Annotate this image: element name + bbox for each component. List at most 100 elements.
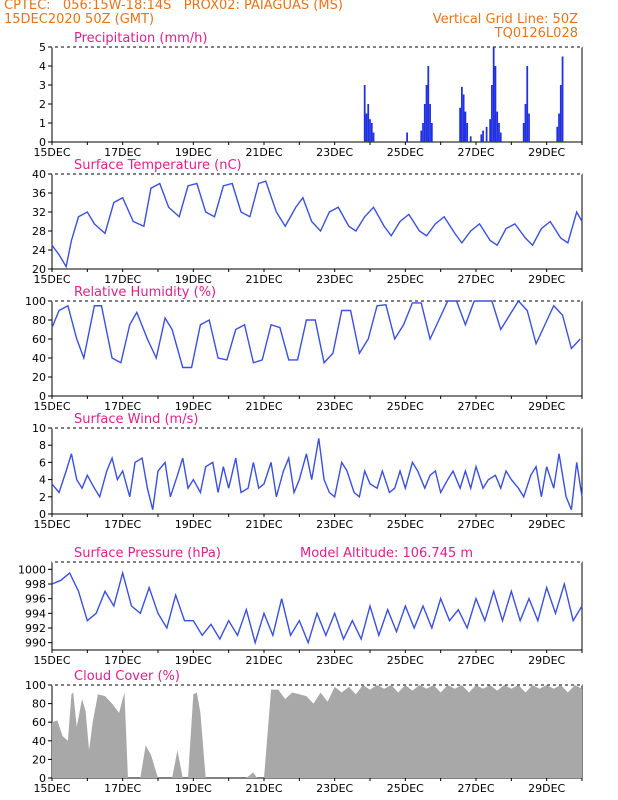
panel-title: Surface Wind (m/s) xyxy=(74,412,198,427)
x-tick-label: 23DEC xyxy=(316,654,353,667)
y-tick-label: 36 xyxy=(32,187,46,200)
x-tick-label: 23DEC xyxy=(316,782,353,795)
y-tick-label: 20 xyxy=(32,263,46,276)
x-tick-label: 17DEC xyxy=(104,146,141,159)
x-tick-label: 29DEC xyxy=(528,654,565,667)
y-tick-label: 60 xyxy=(32,333,46,346)
precip-bar xyxy=(429,104,431,142)
precip-bar xyxy=(561,56,564,142)
precip-bar xyxy=(420,130,423,142)
y-tick-label: 40 xyxy=(32,168,46,181)
precip-bar xyxy=(491,85,493,142)
precip-bar xyxy=(464,111,467,142)
x-tick-label: 19DEC xyxy=(175,146,212,159)
y-tick-label: 10 xyxy=(32,422,46,435)
y-tick-label: 6 xyxy=(39,456,46,469)
precip-bar xyxy=(485,126,488,142)
series-line xyxy=(51,438,583,510)
panel-annotation: Model Altitude: 106.745 m xyxy=(300,546,473,561)
x-tick-label: 25DEC xyxy=(387,518,424,531)
x-tick-label: 21DEC xyxy=(245,146,282,159)
x-tick-label: 29DEC xyxy=(528,400,565,413)
x-tick-label: 19DEC xyxy=(175,400,212,413)
x-tick-label: 23DEC xyxy=(316,273,353,286)
precip-bar xyxy=(559,85,562,142)
precip-bar xyxy=(469,136,472,142)
x-tick-label: 19DEC xyxy=(175,654,212,667)
x-tick-label: 21DEC xyxy=(245,273,282,286)
x-tick-label: 25DEC xyxy=(387,782,424,795)
precip-bar xyxy=(526,66,529,142)
y-tick-label: 4 xyxy=(39,60,46,73)
x-tick-label: 15DEC xyxy=(33,273,70,286)
panel-2: 0 20 40 60 80 100 15DEC 17DEC 19DEC 21DEC 23DEC 25D… xyxy=(25,285,583,413)
x-tick-label: 29DEC xyxy=(528,782,565,795)
panel-frame xyxy=(51,173,583,270)
y-tick-label: 100 xyxy=(25,679,46,692)
precip-bar xyxy=(499,132,502,142)
precip-bar xyxy=(406,132,408,142)
x-tick-label: 25DEC xyxy=(387,654,424,667)
x-tick-label: 21DEC xyxy=(245,654,282,667)
precip-bar xyxy=(459,107,461,142)
header-line2: 15DEC2020 50Z (GMT) xyxy=(4,12,155,27)
precip-bar xyxy=(367,104,370,142)
x-tick-label: 29DEC xyxy=(528,518,565,531)
x-tick-label: 23DEC xyxy=(316,518,353,531)
precip-bar xyxy=(556,126,559,142)
precip-bar xyxy=(489,119,492,142)
x-tick-label: 21DEC xyxy=(245,518,282,531)
panel-title: Relative Humidity (%) xyxy=(74,285,216,300)
precip-bar xyxy=(462,94,465,142)
x-tick-label: 19DEC xyxy=(175,782,212,795)
x-tick-label: 27DEC xyxy=(457,273,494,286)
series-line xyxy=(51,180,583,269)
y-tick-label: 40 xyxy=(32,735,46,748)
precip-bar xyxy=(482,130,484,142)
y-tick-label: 4 xyxy=(39,474,46,487)
precip-bar xyxy=(558,113,560,142)
y-tick-label: 2 xyxy=(39,491,46,504)
y-tick-label: 40 xyxy=(32,352,46,365)
y-tick-label: 1000 xyxy=(18,563,46,576)
x-tick-label: 23DEC xyxy=(316,400,353,413)
x-tick-label: 17DEC xyxy=(104,782,141,795)
y-tick-label: 0 xyxy=(39,508,46,521)
series-line xyxy=(51,570,583,646)
x-tick-label: 21DEC xyxy=(245,400,282,413)
precip-bar xyxy=(528,113,530,142)
x-tick-label: 15DEC xyxy=(33,146,70,159)
y-tick-label: 5 xyxy=(39,41,46,54)
y-tick-label: 24 xyxy=(32,244,46,257)
y-tick-label: 990 xyxy=(25,637,46,650)
panel-frame xyxy=(51,427,583,515)
y-tick-label: 3 xyxy=(39,79,46,92)
precip-bar xyxy=(372,132,375,142)
x-tick-label: 17DEC xyxy=(104,273,141,286)
y-tick-label: 0 xyxy=(39,772,46,785)
precip-bar xyxy=(423,104,426,142)
x-tick-label: 15DEC xyxy=(33,782,70,795)
panel-frame xyxy=(51,300,583,397)
x-tick-label: 25DEC xyxy=(387,400,424,413)
x-tick-label: 17DEC xyxy=(104,400,141,413)
x-tick-label: 19DEC xyxy=(175,518,212,531)
precip-bar xyxy=(466,123,469,142)
x-tick-label: 27DEC xyxy=(457,782,494,795)
precip-bar xyxy=(522,123,525,142)
y-tick-label: 8 xyxy=(39,439,46,452)
precip-bar xyxy=(365,113,368,142)
precip-bar xyxy=(369,119,371,142)
y-tick-label: 32 xyxy=(32,206,46,219)
y-tick-label: 80 xyxy=(32,314,46,327)
y-tick-label: 20 xyxy=(32,753,46,766)
x-tick-label: 27DEC xyxy=(457,518,494,531)
x-tick-label: 15DEC xyxy=(33,654,70,667)
precip-bar xyxy=(460,86,463,142)
y-tick-label: 0 xyxy=(39,136,46,149)
header-line1: CPTEC: 056:15W-18:14S PROX02: PAIAGUAS (… xyxy=(4,0,343,13)
y-tick-label: 20 xyxy=(32,371,46,384)
y-tick-label: 80 xyxy=(32,698,46,711)
precip-bar xyxy=(496,111,499,142)
